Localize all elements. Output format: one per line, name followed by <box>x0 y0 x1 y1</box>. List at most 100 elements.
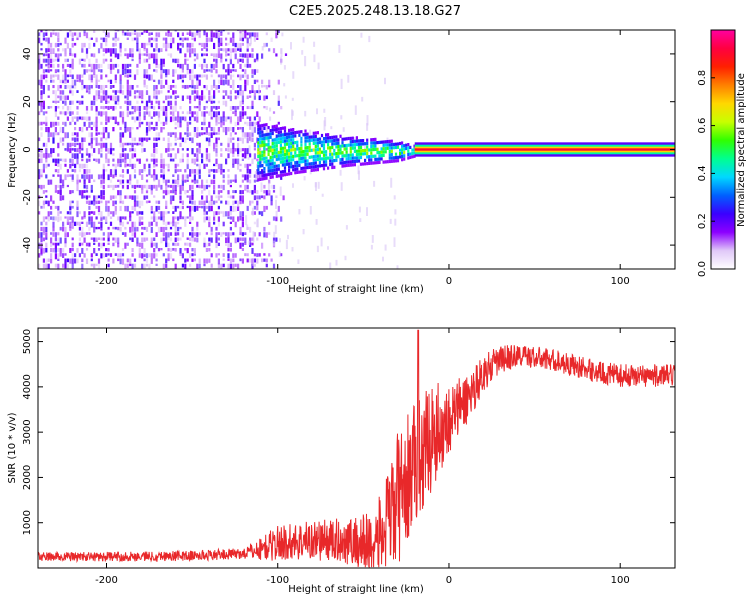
spectrogram-cell <box>227 148 230 152</box>
spectrogram-cell <box>229 148 232 154</box>
spectrogram-cell <box>88 195 91 198</box>
spectrogram-cell <box>153 37 156 42</box>
spectrogram-cell <box>76 100 79 104</box>
spectrogram-cell <box>83 237 86 243</box>
spectrogram-cell <box>256 195 259 200</box>
spectrogram-cell <box>318 164 321 168</box>
spectrogram-cell <box>45 221 48 226</box>
spectrogram-cell <box>227 248 230 252</box>
spectrogram-cell <box>203 132 206 135</box>
spectrogram-cell <box>47 127 50 133</box>
spectrogram-cell <box>270 184 273 189</box>
spectrogram-cell <box>69 106 72 111</box>
spectrogram-cell <box>254 171 257 181</box>
spectrogram-cell <box>42 32 45 38</box>
spectrogram-cell <box>100 111 103 117</box>
spectrogram-cell <box>57 232 60 236</box>
spectrogram-cell <box>378 150 381 154</box>
colorbar-tick-label: 0.6 <box>697 118 708 134</box>
spectrogram-cell <box>107 48 110 53</box>
spectrogram-cell <box>66 85 69 89</box>
spectrogram-cell <box>205 211 208 215</box>
spectrogram-cell <box>45 158 48 163</box>
spectrogram-cell <box>331 155 334 160</box>
spectrogram-cell <box>40 74 43 80</box>
spectrogram-cell <box>396 155 400 159</box>
spectrogram-cell <box>382 150 385 154</box>
spectrogram-cell <box>191 111 194 118</box>
spectrogram-cell <box>210 253 213 258</box>
spectrogram-cell <box>347 153 350 157</box>
spectrogram-cell <box>155 174 158 180</box>
spectrogram-cell <box>357 146 361 150</box>
spectrogram-cell <box>361 96 364 102</box>
spectrogram-cell <box>241 248 244 251</box>
spectrogram-cell <box>331 142 334 146</box>
spectrogram-cell <box>85 116 89 122</box>
spectrogram-cell <box>270 258 273 262</box>
spectrogram-cell <box>265 163 268 167</box>
spectrogram-cell <box>97 248 101 251</box>
spectrogram-cell <box>138 242 141 248</box>
spectrogram-cell <box>263 106 266 109</box>
spectrogram-cell <box>203 127 206 131</box>
spectrogram-cell <box>322 140 326 144</box>
spectrogram-cell <box>215 58 218 64</box>
spectrogram-cell <box>179 184 182 191</box>
spectrogram-cell <box>167 242 170 248</box>
spectrogram-cell <box>196 226 199 231</box>
spectrogram-cell <box>148 121 151 127</box>
spectrogram-cell <box>141 263 144 269</box>
spectrogram-cell <box>69 148 72 154</box>
spectrogram-cell <box>201 195 204 200</box>
spectrogram-cell <box>131 253 134 257</box>
spectrogram-cell <box>148 163 151 169</box>
spectrogram-cell <box>81 127 84 133</box>
spectrogram-cell <box>263 95 266 101</box>
spectrogram-cell <box>284 53 288 56</box>
spectrogram-cell <box>225 74 228 80</box>
spectrogram-cell <box>370 154 373 159</box>
spectrogram-cell <box>40 158 43 163</box>
spectrogram-cell <box>277 137 280 141</box>
spectrogram-cell <box>148 137 151 141</box>
spectrogram-cell <box>196 106 199 109</box>
spectrogram-cell <box>38 263 41 269</box>
spectrogram-cell <box>251 200 254 204</box>
spectrogram-cell <box>126 169 129 174</box>
spectrogram-cell <box>269 172 272 176</box>
spectrogram-cell <box>165 200 168 207</box>
spectrogram-cell <box>267 139 270 143</box>
spectrogram-cell <box>261 150 264 154</box>
spectrogram-cell <box>191 90 194 95</box>
spectrogram-cell <box>126 63 129 69</box>
spectrogram-cell <box>133 90 137 95</box>
spectrogram-cell <box>271 165 274 169</box>
spectrogram-cell <box>261 140 264 144</box>
spectrogram-cell <box>93 53 96 58</box>
spectrogram-cell <box>229 37 232 43</box>
spectrogram-cell <box>258 116 261 122</box>
spectrogram-cell <box>384 140 387 144</box>
spectrogram-cell <box>272 237 276 244</box>
spectrogram-cell <box>186 32 189 35</box>
spectrogram-cell <box>172 90 175 95</box>
spectrogram-cell <box>57 263 60 269</box>
spectrogram-cell <box>97 158 101 164</box>
spectrogram-cell <box>237 153 240 157</box>
spectrogram-cell <box>273 165 276 169</box>
spectrogram-cell <box>66 106 69 111</box>
spectrogram-cell <box>213 179 216 185</box>
spectrogram-cell <box>62 79 65 84</box>
spectrogram-cell <box>201 132 204 136</box>
spectrogram-cell <box>143 48 146 52</box>
spectrogram-cell <box>267 162 270 166</box>
spectrogram-cell <box>191 205 194 211</box>
spectrogram-cell <box>150 116 153 119</box>
spectrogram-cell <box>57 32 60 38</box>
y-tick-label: 3000 <box>22 419 33 444</box>
spectrogram-cell <box>45 74 48 79</box>
spectrogram-cell <box>109 116 113 120</box>
spectrogram-cell <box>283 149 287 153</box>
spectrogram-cell <box>71 111 74 115</box>
